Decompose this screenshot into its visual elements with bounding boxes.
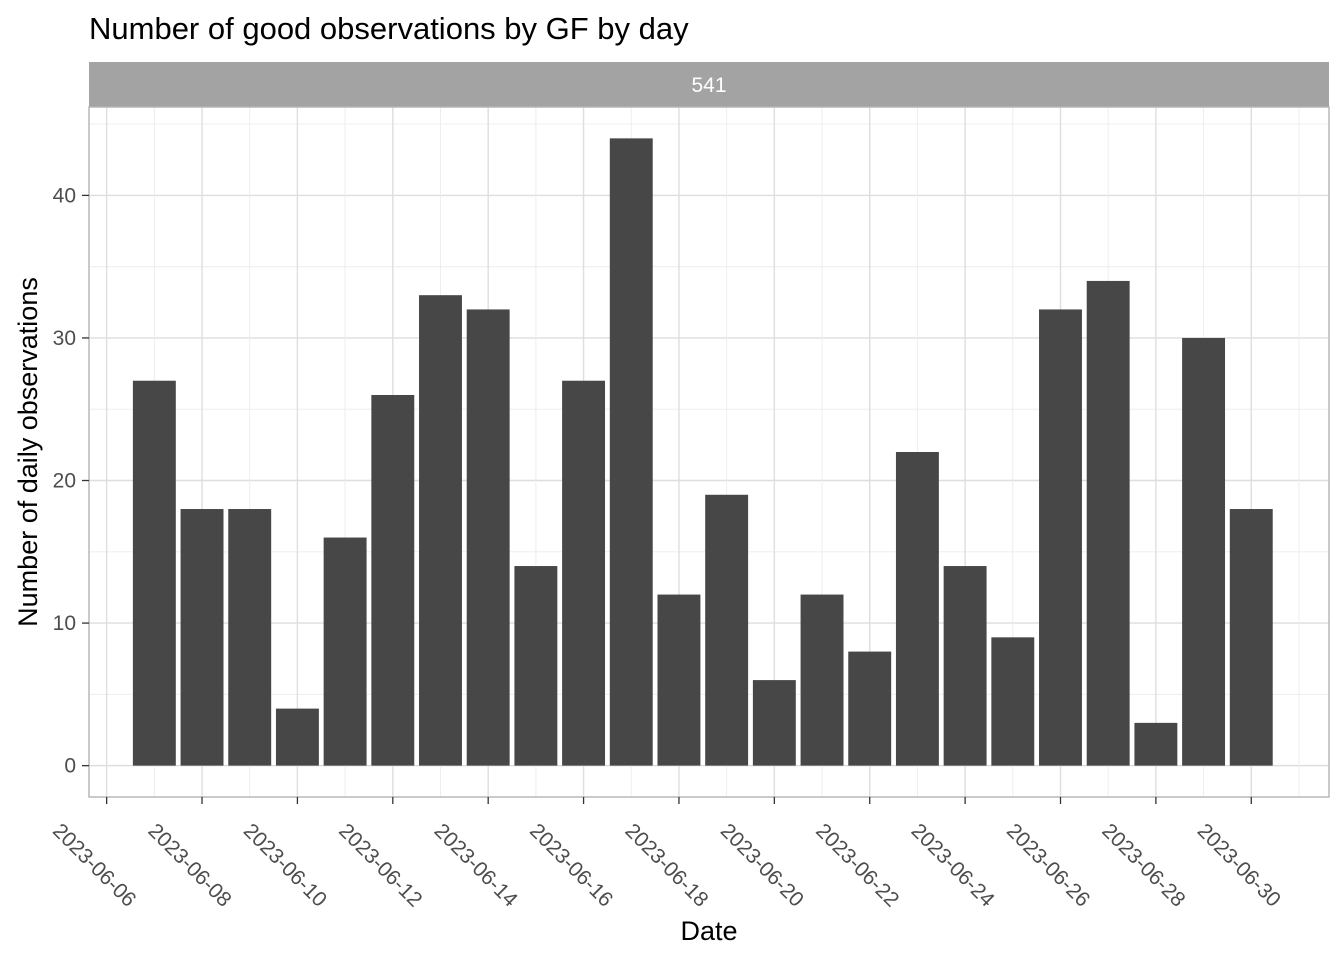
bar <box>657 594 701 766</box>
bar <box>848 651 892 766</box>
bar <box>275 708 319 766</box>
facet-strip-background <box>89 62 1329 107</box>
facet-strip: 541 <box>89 62 1329 107</box>
x-tick-label: 2023-06-24 <box>907 819 999 911</box>
bar <box>1134 722 1178 766</box>
bar <box>609 138 653 766</box>
x-tick-label: 2023-06-16 <box>525 819 617 911</box>
bar <box>800 594 844 766</box>
panel-border <box>88 106 1330 798</box>
bar <box>180 509 224 766</box>
bar <box>323 537 367 766</box>
y-tick-label: 30 <box>53 327 76 350</box>
bar <box>419 295 462 766</box>
x-tick-label: 2023-06-30 <box>1193 819 1285 911</box>
x-tick-label: 2023-06-22 <box>811 819 903 911</box>
y-axis-title: Number of daily observations <box>13 277 43 627</box>
x-tick-label: 2023-06-26 <box>1002 819 1094 911</box>
bar <box>466 309 510 766</box>
bar <box>752 680 796 766</box>
bar <box>943 566 987 766</box>
bar <box>1229 509 1273 766</box>
bar <box>705 494 749 766</box>
x-tick-label: 2023-06-20 <box>716 819 808 911</box>
bar <box>562 380 606 766</box>
y-tick-label: 10 <box>53 612 76 635</box>
bar <box>228 509 272 766</box>
bar <box>514 566 558 766</box>
x-tick-label: 2023-06-18 <box>620 819 712 911</box>
x-tick-label: 2023-06-28 <box>1097 819 1189 911</box>
bar <box>1182 337 1226 766</box>
y-tick-label: 40 <box>53 184 76 207</box>
chart-title: Number of good observations by GF by day <box>89 11 689 46</box>
x-tick-label: 2023-06-06 <box>48 819 140 911</box>
bar <box>371 394 415 766</box>
bar <box>895 452 939 766</box>
bar <box>991 637 1035 766</box>
x-tick-label: 2023-06-10 <box>239 819 331 911</box>
y-tick-label: 20 <box>53 470 76 493</box>
x-tick-label: 2023-06-12 <box>334 819 426 911</box>
facet-strip-label: 541 <box>691 74 726 97</box>
bar <box>1039 309 1082 766</box>
bars <box>132 138 1273 766</box>
y-axis: 0 10 20 30 40 <box>53 184 89 778</box>
x-tick-label: 2023-06-08 <box>143 819 235 911</box>
x-tick-label: 2023-06-14 <box>430 819 522 911</box>
x-axis-title: Date <box>680 916 737 946</box>
bar <box>132 380 176 766</box>
y-tick-label: 0 <box>64 755 76 778</box>
x-axis: 2023-06-06 2023-06-08 2023-06-10 2023-06-12… <box>48 797 1285 912</box>
bar <box>1086 280 1130 766</box>
